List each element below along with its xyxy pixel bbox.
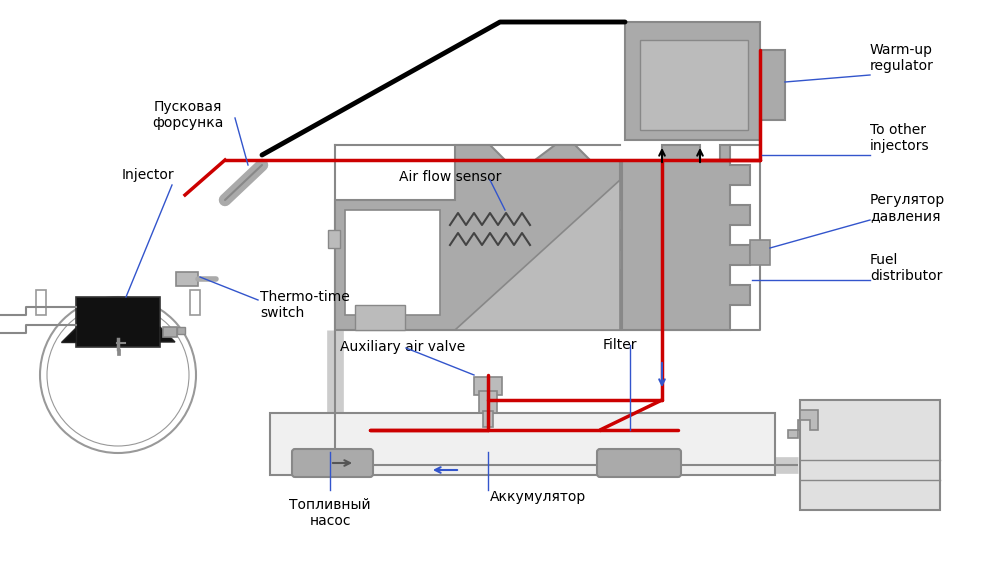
Text: Пусковая
форсунка: Пусковая форсунка: [152, 100, 224, 130]
Bar: [117, 349, 120, 355]
Bar: [479, 391, 497, 413]
Bar: [163, 327, 177, 337]
Polygon shape: [788, 410, 818, 438]
Bar: [800, 400, 940, 510]
FancyBboxPatch shape: [597, 449, 681, 477]
Text: To other
injectors: To other injectors: [870, 123, 929, 153]
Bar: [474, 377, 502, 395]
Text: Filter: Filter: [603, 338, 637, 352]
Bar: [76, 297, 160, 347]
Bar: [270, 413, 775, 475]
Text: Fuel
distributor: Fuel distributor: [870, 253, 942, 283]
Polygon shape: [622, 145, 750, 330]
Text: Injector: Injector: [122, 168, 174, 182]
Text: Топливный
насос: Топливный насос: [289, 498, 371, 528]
Polygon shape: [61, 327, 76, 342]
Text: Thermo-time
switch: Thermo-time switch: [260, 290, 350, 320]
Polygon shape: [160, 327, 175, 342]
Text: Auxiliary air valve: Auxiliary air valve: [340, 340, 465, 354]
Bar: [328, 230, 340, 248]
Bar: [640, 40, 748, 130]
Bar: [345, 210, 440, 315]
Text: Warm-up
regulator: Warm-up regulator: [870, 43, 934, 73]
Text: Аккумулятор: Аккумулятор: [490, 490, 587, 504]
Bar: [177, 327, 185, 334]
Polygon shape: [625, 22, 785, 140]
Text: Регулятор
давления: Регулятор давления: [870, 193, 945, 223]
Bar: [483, 411, 493, 427]
Bar: [355, 305, 405, 330]
Polygon shape: [335, 145, 635, 330]
Polygon shape: [455, 180, 620, 330]
Bar: [190, 290, 200, 315]
Bar: [36, 290, 46, 315]
Bar: [176, 272, 198, 286]
Text: Air flow sensor: Air flow sensor: [398, 170, 501, 184]
FancyBboxPatch shape: [292, 449, 373, 477]
Bar: [750, 240, 770, 265]
